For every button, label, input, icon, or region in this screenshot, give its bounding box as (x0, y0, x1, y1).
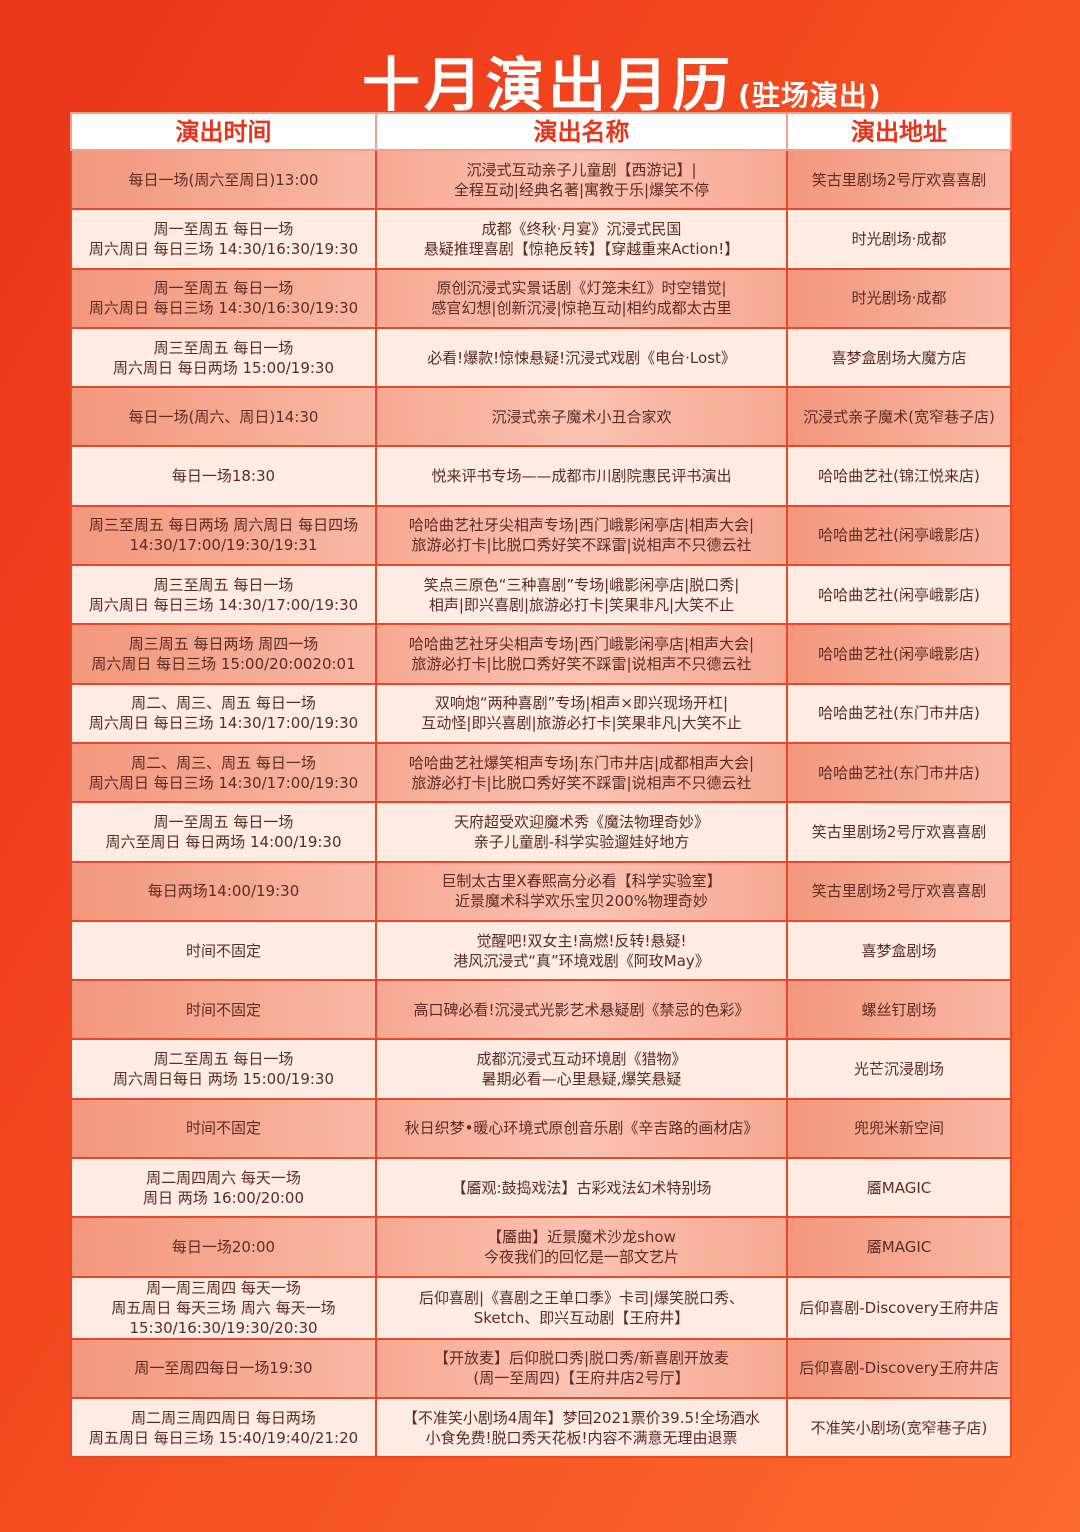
cell-venue: 后仰喜剧-Discovery王府井店 (786, 1275, 1012, 1340)
cell-time: 周二至周五 每日一场 周六周日每日 两场 15:00/19:30 (70, 1038, 377, 1100)
cell-venue: 喜梦盒剧场大魔方店 (786, 326, 1012, 389)
cell-venue: 哈哈曲艺社(锦江悦来店) (786, 445, 1012, 507)
cell-time: 每日一场18:30 (70, 445, 377, 507)
table-row: 时间不固定 觉醒吧!双女主!高燃!反转!悬疑! 港风沉浸式“真”环境戏剧《阿玫Ma… (70, 919, 1012, 982)
cell-name: 【开放麦】后仰脱口秀|脱口秀/新喜剧开放麦 (周一至周四)【王府井店2号厅】 (375, 1337, 788, 1399)
cell-name: 后仰喜剧|《喜剧之王单口季》卡司|爆笑脱口秀、 Sketch、即兴互动剧【王府井… (375, 1275, 788, 1340)
cell-name: 沉浸式互动亲子儿童剧【西游记】| 全程互动|经典名著|寓教于乐|爆笑不停 (375, 148, 788, 211)
table-row: 周三至周五 每日一场 周六周日 每日两场 15:00/19:30 必看!爆款!惊悚… (70, 326, 1012, 389)
cell-time: 时间不固定 (70, 1097, 377, 1160)
header-row: 演出时间 演出名称 演出地址 (70, 112, 1012, 151)
cell-time: 时间不固定 (70, 979, 377, 1041)
table-row: 周二周四周六 每天一场 周日 两场 16:00/20:00 【靥观:鼓捣戏法】古彩… (70, 1157, 1012, 1219)
cell-venue: 笑古里剧场2号厅欢喜喜剧 (786, 860, 1012, 922)
cell-name: 悦来评书专场——成都市川剧院惠民评书演出 (375, 445, 788, 507)
cell-venue: 喜梦盒剧场 (786, 919, 1012, 982)
cell-name: 哈哈曲艺社爆笑相声专场|东门市井店|成都相声大会| 旅游必打卡|比脱口秀好笑不踩… (375, 741, 788, 804)
table-row: 每日一场(周六至周日)13:00 沉浸式互动亲子儿童剧【西游记】| 全程互动|经典… (70, 148, 1012, 211)
cell-venue: 光芒沉浸剧场 (786, 1038, 1012, 1100)
table-row: 周一至周五 每日一场 周六周日 每日三场 14:30/16:30/19:30 原创… (70, 267, 1012, 329)
cell-name: 成都沉浸式互动环境剧《猎物》 暑期必看—心里悬疑,爆笑悬疑 (375, 1038, 788, 1100)
cell-venue: 笑古里剧场2号厅欢喜喜剧 (786, 801, 1012, 863)
cell-time: 周一至周四每日一场19:30 (70, 1337, 377, 1399)
cell-name: 【靥观:鼓捣戏法】古彩戏法幻术特别场 (375, 1157, 788, 1219)
cell-name: 高口碑必看!沉浸式光影艺术悬疑剧《禁忌的色彩》 (375, 979, 788, 1041)
cell-name: 天府超受欢迎魔术秀《魔法物理奇妙》 亲子儿童剧-科学实验遛娃好地方 (375, 801, 788, 863)
schedule-table: 演出时间 演出名称 演出地址 每日一场(周六至周日)13:00 沉浸式互动亲子儿童… (70, 112, 1012, 1459)
table-row: 周一至周五 每日一场 周六至周日 每日两场 14:00/19:30 天府超受欢迎魔… (70, 801, 1012, 863)
cell-time: 周一至周五 每日一场 周六周日 每日三场 14:30/16:30/19:30 (70, 208, 377, 270)
cell-time: 周三至周五 每日一场 周六周日 每日两场 15:00/19:30 (70, 326, 377, 389)
cell-name: 笑点三原色“三种喜剧”专场|峨影闲亭店|脱口秀| 相声|即兴喜剧|旅游必打卡|笑… (375, 564, 788, 626)
cell-name: 双响炮“两种喜剧”专场|相声×即兴现场开杠| 互动怪|即兴喜剧|旅游必打卡|笑果… (375, 682, 788, 744)
cell-name: 巨制太古里X春熙高分必看【科学实验室】 近景魔术科学欢乐宝贝200%物理奇妙 (375, 860, 788, 922)
title-sub: (驻场演出) (738, 79, 882, 112)
cell-time: 每日一场(周六至周日)13:00 (70, 148, 377, 211)
table-row: 周三至周五 每日两场 周六周日 每日四场 14:30/17:00/19:30/1… (70, 504, 1012, 567)
cell-name: 哈哈曲艺社牙尖相声专场|西门峨影闲亭店|相声大会| 旅游必打卡|比脱口秀好笑不踩… (375, 504, 788, 567)
cell-name: 原创沉浸式实景话剧《灯笼未红》时空错觉| 感官幻想|创新沉浸|惊艳互动|相约成都… (375, 267, 788, 329)
table-row: 时间不固定 高口碑必看!沉浸式光影艺术悬疑剧《禁忌的色彩》 螺丝钉剧场 (70, 979, 1012, 1041)
cell-time: 时间不固定 (70, 919, 377, 982)
table-row: 时间不固定 秋日织梦•暖心环境式原创音乐剧《辛吉路的画材店》 兜兜米新空间 (70, 1097, 1012, 1160)
cell-time: 周一至周五 每日一场 周六至周日 每日两场 14:00/19:30 (70, 801, 377, 863)
cell-time: 周二、周三、周五 每日一场 周六周日 每日三场 14:30/17:00/19:3… (70, 741, 377, 804)
cell-venue: 哈哈曲艺社(闲亭峨影店) (786, 623, 1012, 685)
table-row: 周二周三周四周日 每日两场 周五周日 每日三场 15:40/19:40/21:2… (70, 1396, 1012, 1459)
cell-name: 沉浸式亲子魔术小丑合家欢 (375, 386, 788, 448)
cell-time: 周二周四周六 每天一场 周日 两场 16:00/20:00 (70, 1157, 377, 1219)
cell-time: 周三周五 每日两场 周四一场 周六周日 每日三场 15:00/20:0020:0… (70, 623, 377, 685)
table-row: 每日两场14:00/19:30 巨制太古里X春熙高分必看【科学实验室】 近景魔术科… (70, 860, 1012, 922)
table-row: 周二、周三、周五 每日一场 周六周日 每日三场 14:30/17:00/19:3… (70, 741, 1012, 804)
cell-time: 每日一场20:00 (70, 1216, 377, 1278)
table-row: 周二至周五 每日一场 周六周日每日 两场 15:00/19:30 成都沉浸式互动环… (70, 1038, 1012, 1100)
cell-time: 周二周三周四周日 每日两场 周五周日 每日三场 15:40/19:40/21:2… (70, 1396, 377, 1459)
cell-time: 周三至周五 每日两场 周六周日 每日四场 14:30/17:00/19:30/1… (70, 504, 377, 567)
cell-venue: 哈哈曲艺社(闲亭峨影店) (786, 564, 1012, 626)
cell-venue: 螺丝钉剧场 (786, 979, 1012, 1041)
cell-time: 每日两场14:00/19:30 (70, 860, 377, 922)
cell-name: 秋日织梦•暖心环境式原创音乐剧《辛吉路的画材店》 (375, 1097, 788, 1160)
cell-name: 觉醒吧!双女主!高燃!反转!悬疑! 港风沉浸式“真”环境戏剧《阿玫May》 (375, 919, 788, 982)
table-row: 周二、周三、周五 每日一场 周六周日 每日三场 14:30/17:00/19:3… (70, 682, 1012, 744)
table-row: 每日一场(周六、周日)14:30 沉浸式亲子魔术小丑合家欢 沉浸式亲子魔术(宽窄巷子… (70, 386, 1012, 448)
cell-venue: 哈哈曲艺社(闲亭峨影店) (786, 504, 1012, 567)
header-venue: 演出地址 (786, 112, 1012, 151)
cell-name: 成都《终秋·月宴》沉浸式民国 悬疑推理喜剧【惊艳反转】【穿越重来Action!】 (375, 208, 788, 270)
cell-time: 周二、周三、周五 每日一场 周六周日 每日三场 14:30/17:00/19:3… (70, 682, 377, 744)
cell-time: 每日一场(周六、周日)14:30 (70, 386, 377, 448)
page-title: 十月演出月历 (驻场演出) (362, 38, 882, 122)
cell-venue: 后仰喜剧-Discovery王府井店 (786, 1337, 1012, 1399)
cell-name: 【靥曲】近景魔术沙龙show 今夜我们的回忆是一部文艺片 (375, 1216, 788, 1278)
cell-venue: 时光剧场·成都 (786, 208, 1012, 270)
cell-venue: 沉浸式亲子魔术(宽窄巷子店) (786, 386, 1012, 448)
cell-name: 哈哈曲艺社牙尖相声专场|西门峨影闲亭店|相声大会| 旅游必打卡|比脱口秀好笑不踩… (375, 623, 788, 685)
cell-name: 必看!爆款!惊悚悬疑!沉浸式戏剧《电台·Lost》 (375, 326, 788, 389)
cell-venue: 兜兜米新空间 (786, 1097, 1012, 1160)
title-main: 十月演出月历 (362, 51, 735, 119)
header-name: 演出名称 (375, 112, 788, 151)
cell-name: 【不准笑小剧场4周年】梦回2021票价39.5!全场酒水 小食免费!脱口秀天花板… (375, 1396, 788, 1459)
header-time: 演出时间 (70, 112, 377, 151)
table-row: 周一至周五 每日一场 周六周日 每日三场 14:30/16:30/19:30 成都… (70, 208, 1012, 270)
cell-venue: 不准笑小剧场(宽窄巷子店) (786, 1396, 1012, 1459)
table-row: 周三周五 每日两场 周四一场 周六周日 每日三场 15:00/20:0020:0… (70, 623, 1012, 685)
table-row: 周一至周四每日一场19:30 【开放麦】后仰脱口秀|脱口秀/新喜剧开放麦 (周一至… (70, 1337, 1012, 1399)
table-row: 每日一场20:00 【靥曲】近景魔术沙龙show 今夜我们的回忆是一部文艺片 靥MA… (70, 1216, 1012, 1278)
cell-venue: 靥MAGIC (786, 1216, 1012, 1278)
table-row: 周三至周五 每日一场 周六周日 每日三场 14:30/17:00/19:30 笑点… (70, 564, 1012, 626)
cell-venue: 哈哈曲艺社(东门市井店) (786, 682, 1012, 744)
table-row: 每日一场18:30 悦来评书专场——成都市川剧院惠民评书演出 哈哈曲艺社(锦江悦来店… (70, 445, 1012, 507)
cell-venue: 哈哈曲艺社(东门市井店) (786, 741, 1012, 804)
table-row: 周一周三周四 每天一场 周五周日 每天三场 周六 每天一场 15:30/16:3… (70, 1275, 1012, 1340)
cell-venue: 笑古里剧场2号厅欢喜喜剧 (786, 148, 1012, 211)
cell-time: 周三至周五 每日一场 周六周日 每日三场 14:30/17:00/19:30 (70, 564, 377, 626)
cell-time: 周一至周五 每日一场 周六周日 每日三场 14:30/16:30/19:30 (70, 267, 377, 329)
cell-venue: 靥MAGIC (786, 1157, 1012, 1219)
cell-time: 周一周三周四 每天一场 周五周日 每天三场 周六 每天一场 15:30/16:3… (70, 1275, 377, 1340)
cell-venue: 时光剧场·成都 (786, 267, 1012, 329)
